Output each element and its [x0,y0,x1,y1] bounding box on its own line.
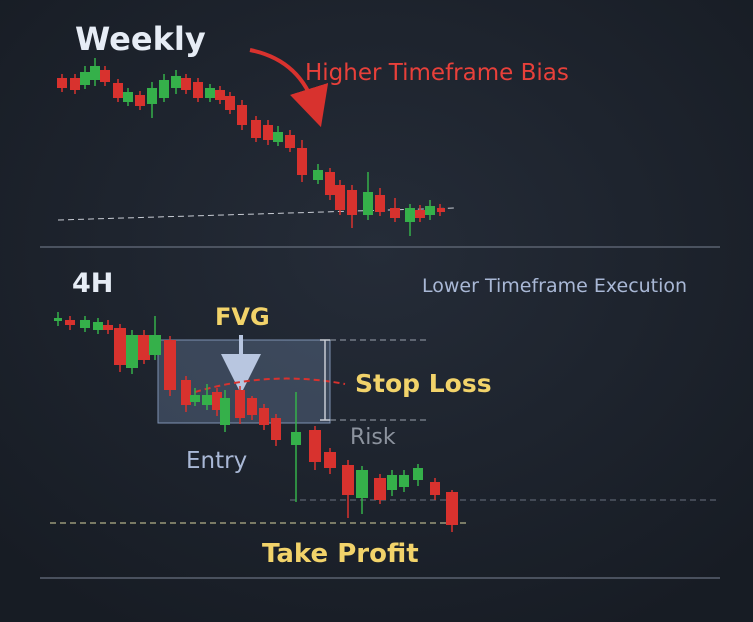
candle [309,430,321,462]
candle [225,96,235,110]
candle [273,132,283,142]
weekly-candles [57,58,445,236]
candle [390,208,400,218]
lower-candles [54,312,458,532]
candle [54,318,62,321]
candle [171,76,181,88]
candle [413,468,423,480]
candle [126,335,138,368]
lower-subtitle: Lower Timeframe Execution [422,275,687,297]
candle [356,470,368,498]
risk-label: Risk [350,425,396,450]
candle [159,80,169,98]
candle [247,398,257,415]
candle [138,335,150,360]
candle [263,125,273,140]
candle [297,148,307,175]
candle [80,320,90,328]
entry-label: Entry [186,448,247,474]
weekly-level [57,207,456,221]
candle [430,482,440,495]
candle [375,195,385,212]
candle [70,78,80,90]
candle [181,78,191,90]
candle [57,78,67,88]
candle [324,452,336,468]
stop-loss-line [194,377,346,393]
candle [220,398,230,425]
candle [193,82,203,98]
candle [202,395,212,405]
candle [237,105,247,125]
candle [374,478,386,500]
candle [342,465,354,495]
candle [415,210,425,218]
weekly-title: Weekly [75,20,206,58]
candle [271,418,281,440]
bias-arrow [249,48,329,128]
candle [205,88,215,98]
candle [259,408,269,425]
take-profit-label: Take Profit [262,539,419,569]
candle [313,170,323,180]
stop-loss-label: Stop Loss [355,369,492,398]
candle [114,328,126,365]
risk-levels [320,339,430,421]
candle [235,390,245,418]
candle [387,475,397,490]
candle [181,380,191,405]
candle [65,320,75,325]
fvg-label: FVG [215,303,270,331]
candle [285,135,295,148]
candle [212,392,222,410]
candle [123,92,133,102]
candle [190,395,200,402]
candle [103,325,113,330]
candle [405,208,415,222]
candle [113,83,123,98]
candle [363,192,373,215]
candle [164,340,176,390]
candle [149,335,161,355]
candle [291,432,301,445]
candle [425,206,435,215]
candle [251,120,261,138]
candle [100,70,110,82]
lower-title: 4H [72,268,113,299]
candle [437,208,445,212]
candle [446,492,458,525]
candle [135,95,145,106]
bias-label: Higher Timeframe Bias [305,60,569,86]
candle [399,475,409,487]
risk-bracket [320,339,330,421]
candle [93,322,103,330]
candle [215,90,225,100]
candle [325,172,335,195]
candle [335,185,345,210]
candle [147,88,157,104]
candle [90,66,100,80]
candle [80,72,90,85]
candle [347,190,357,215]
